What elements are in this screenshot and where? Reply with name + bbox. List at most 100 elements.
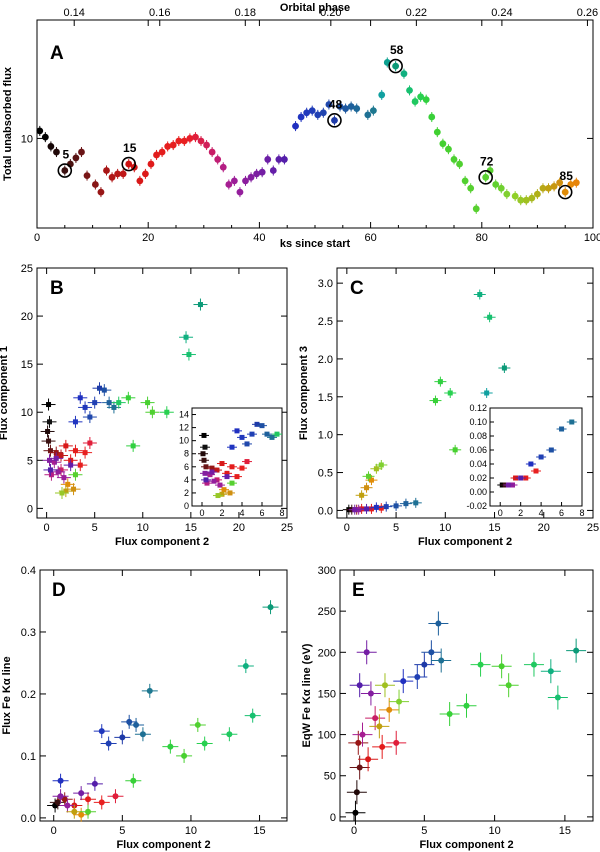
data-point <box>224 474 230 480</box>
data-point <box>463 702 470 709</box>
data-point <box>219 163 227 171</box>
y-tick-label: 1.5 <box>318 392 333 404</box>
data-point <box>201 457 207 463</box>
annotation-label: 58 <box>390 43 404 57</box>
data-point <box>513 475 519 481</box>
data-point <box>133 721 140 728</box>
data-point <box>236 188 244 196</box>
data-point <box>428 649 435 656</box>
data-point <box>221 487 227 493</box>
data-point <box>186 352 192 358</box>
data-point <box>214 467 220 473</box>
data-point <box>517 196 525 204</box>
y-tick-label: 0 <box>330 812 336 824</box>
data-point <box>68 462 74 468</box>
data-point <box>175 137 183 145</box>
data-point <box>114 170 122 178</box>
y-axis-title: EqW Fe Kα line (eV) <box>301 643 313 747</box>
panel-a-frame <box>36 19 594 229</box>
data-point <box>92 400 98 406</box>
data-point <box>406 86 413 94</box>
annotation-ring <box>121 156 137 172</box>
data-point <box>456 160 463 168</box>
inset-y-tick-label: 8 <box>184 449 189 459</box>
data-point <box>181 752 188 759</box>
x-tick-label: 5 <box>421 825 427 837</box>
data-point <box>82 450 88 456</box>
inset-y-tick-label: 6 <box>184 462 189 472</box>
annotation-ring <box>57 163 73 178</box>
annotation-label: 85 <box>560 169 574 183</box>
x-tick-label: 0 <box>34 232 40 244</box>
data-point <box>103 167 110 174</box>
data-point <box>82 404 88 410</box>
data-point <box>369 107 377 115</box>
data-point <box>169 141 177 149</box>
data-point <box>396 698 403 705</box>
y-tick-label: 2.5 <box>318 316 333 328</box>
data-point <box>393 503 399 509</box>
data-point <box>559 426 565 432</box>
inset-x-tick-label: 8 <box>579 508 584 518</box>
data-point <box>528 461 534 467</box>
inset-y-tick-label: 0.10 <box>469 417 487 427</box>
data-point <box>147 160 155 168</box>
data-point <box>167 743 174 750</box>
data-point <box>72 472 78 478</box>
y-tick-label: 250 <box>318 606 336 618</box>
data-point <box>511 192 519 200</box>
x-tick-label: 15 <box>559 825 571 837</box>
annotation-ring <box>557 184 573 200</box>
data-point <box>186 135 194 142</box>
y-tick-label: 0.0 <box>318 505 333 517</box>
data-point <box>259 423 265 429</box>
data-point <box>98 728 105 735</box>
annotation-label: 15 <box>123 141 137 155</box>
data-point <box>201 432 207 438</box>
data-point <box>219 491 225 497</box>
data-point <box>204 480 210 486</box>
x-tick-label: 15 <box>253 825 265 837</box>
data-point <box>36 127 44 135</box>
data-point <box>530 661 537 668</box>
data-point <box>229 444 235 450</box>
data-point <box>379 743 386 750</box>
data-point <box>342 105 349 112</box>
data-point <box>498 663 505 670</box>
annotation-label: 48 <box>329 97 343 111</box>
inset-y-tick-label: 0.06 <box>469 445 487 455</box>
data-point <box>158 148 166 156</box>
data-point <box>367 690 374 697</box>
data-point <box>447 390 453 396</box>
data-point <box>55 469 61 475</box>
data-point <box>51 459 57 465</box>
data-point <box>239 465 245 471</box>
y-tick-label: 0.1 <box>21 751 36 763</box>
data-point <box>230 177 238 185</box>
data-point <box>355 739 362 746</box>
x-tick-label: 15 <box>185 522 197 534</box>
x-tick-label: 0 <box>351 825 357 837</box>
data-point <box>505 682 512 689</box>
data-point <box>467 184 475 192</box>
data-point <box>359 492 365 498</box>
x-axis-title: Flux component 2 <box>116 839 210 851</box>
data-point <box>319 109 327 117</box>
inset-y-tick-label: -0.02 <box>466 501 487 511</box>
x-tick-label: 0 <box>44 522 50 534</box>
data-point <box>145 400 151 406</box>
data-point <box>438 657 445 664</box>
data-point <box>484 390 490 396</box>
x-axis-title: ks since start <box>280 238 351 250</box>
data-point <box>227 490 233 496</box>
data-point <box>136 177 144 185</box>
data-point <box>203 141 210 149</box>
data-point <box>445 145 452 153</box>
data-point <box>381 682 388 689</box>
data-point <box>545 184 552 192</box>
data-point <box>281 156 288 163</box>
x-tick-label: 80 <box>476 232 488 244</box>
x-tick-label: 25 <box>281 522 293 534</box>
data-point <box>78 148 85 156</box>
